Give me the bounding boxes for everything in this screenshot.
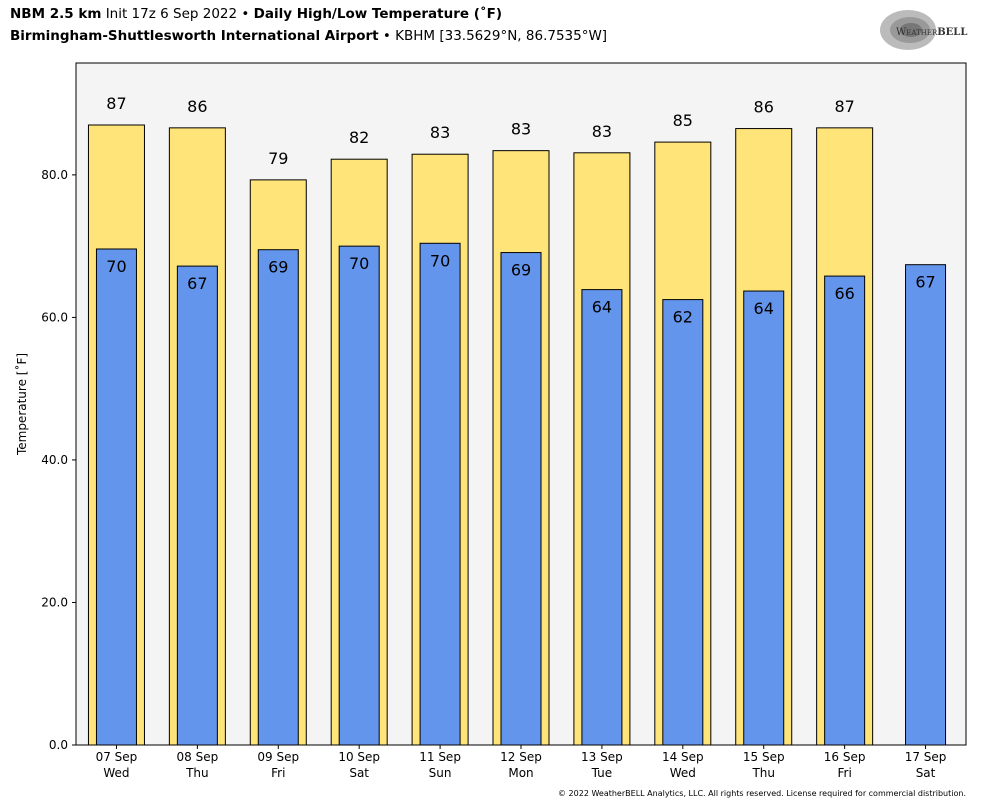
separator: •	[382, 28, 391, 44]
title-line-2: Birmingham-Shuttlesworth International A…	[10, 28, 607, 44]
low-bar	[176, 265, 218, 746]
y-axis-label: Temperature [˚F]	[14, 353, 29, 456]
svg-text:WEATHERBELL: WEATHERBELL	[896, 27, 967, 38]
x-tick-label-day: Sat	[916, 766, 936, 780]
x-tick-label-date: 10 Sep	[338, 750, 380, 764]
x-tick-label-date: 08 Sep	[177, 750, 219, 764]
low-bar	[905, 264, 947, 746]
low-bar	[419, 242, 461, 746]
x-tick-label-date: 07 Sep	[96, 750, 138, 764]
model-name: NBM 2.5 km	[10, 6, 102, 22]
x-tick-label-day: Fri	[837, 766, 851, 780]
low-bar	[257, 249, 299, 746]
x-tick-label-day: Thu	[185, 766, 209, 780]
high-label: 87	[106, 94, 126, 113]
low-bar	[743, 290, 785, 746]
x-tick-label-date: 15 Sep	[743, 750, 785, 764]
low-label: 70	[106, 257, 126, 276]
x-tick-label-date: 09 Sep	[257, 750, 299, 764]
low-bar	[338, 245, 380, 746]
init-time: Init 17z 6 Sep 2022	[105, 6, 238, 22]
y-tick-label: 60.0	[41, 310, 68, 324]
low-label: 66	[834, 284, 854, 303]
x-tick-label-date: 13 Sep	[581, 750, 623, 764]
x-tick-label-day: Mon	[508, 766, 533, 780]
x-tick-label-date: 16 Sep	[824, 750, 866, 764]
low-label: 62	[673, 308, 693, 327]
x-tick-label-day: Tue	[591, 766, 613, 780]
plot-frame	[75, 62, 967, 746]
high-label: 83	[592, 122, 612, 141]
y-tick-label: 80.0	[41, 168, 68, 182]
y-tick-label: 0.0	[49, 738, 68, 752]
y-tick-label: 40.0	[41, 453, 68, 467]
x-tick-label-day: Fri	[271, 766, 285, 780]
title-line-1: NBM 2.5 km Init 17z 6 Sep 2022 • Daily H…	[10, 6, 502, 22]
low-label: 70	[430, 251, 450, 270]
x-tick-label-day: Wed	[670, 766, 696, 780]
x-tick-label-day: Wed	[103, 766, 129, 780]
high-label: 87	[834, 97, 854, 116]
low-bar	[581, 289, 623, 746]
y-tick-label: 20.0	[41, 595, 68, 609]
high-label: 86	[187, 97, 207, 116]
high-label: 83	[430, 123, 450, 142]
x-tick-label-date: 14 Sep	[662, 750, 704, 764]
separator: •	[241, 6, 250, 22]
station-id: KBHM [33.5629°N, 86.7535°W]	[395, 28, 608, 44]
low-label: 67	[915, 273, 935, 292]
low-bar	[662, 299, 704, 746]
low-label: 70	[349, 254, 369, 273]
x-tick-label-date: 12 Sep	[500, 750, 542, 764]
low-label: 64	[754, 299, 774, 318]
high-label: 85	[673, 111, 693, 130]
x-tick-label-date: 17 Sep	[905, 750, 947, 764]
low-label: 69	[511, 261, 531, 280]
station-name: Birmingham-Shuttlesworth International A…	[10, 28, 379, 44]
x-tick-label-day: Sun	[429, 766, 452, 780]
low-label: 64	[592, 298, 612, 317]
low-bar	[95, 248, 137, 746]
product-name: Daily High/Low Temperature (˚F)	[253, 6, 503, 22]
x-tick-label-day: Thu	[751, 766, 775, 780]
high-label: 86	[754, 98, 774, 117]
copyright-footer: © 2022 WeatherBELL Analytics, LLC. All r…	[558, 789, 966, 798]
x-tick-label-date: 11 Sep	[419, 750, 461, 764]
low-bar	[500, 252, 542, 746]
low-label: 67	[187, 274, 207, 293]
low-label: 69	[268, 258, 288, 277]
high-label: 83	[511, 120, 531, 139]
x-tick-label-day: Sat	[349, 766, 369, 780]
low-bar	[824, 275, 866, 746]
high-label: 79	[268, 149, 288, 168]
high-label: 82	[349, 128, 369, 147]
weatherbell-logo: WEATHERBELL	[880, 10, 967, 50]
